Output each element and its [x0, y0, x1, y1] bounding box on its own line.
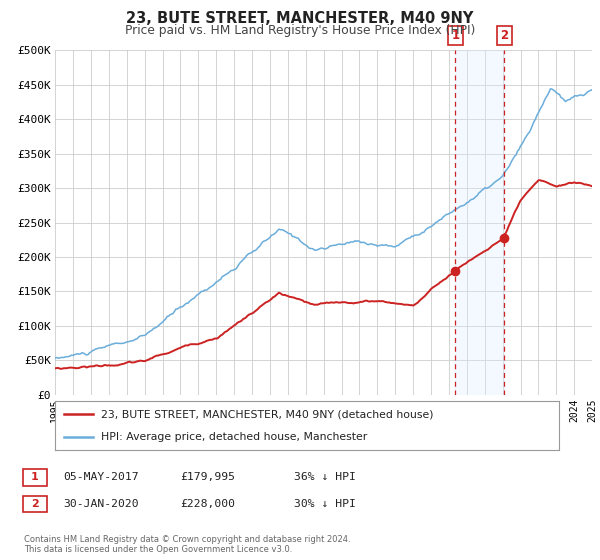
Text: 05-MAY-2017: 05-MAY-2017	[63, 472, 139, 482]
Text: 1: 1	[31, 472, 38, 482]
Text: 2: 2	[31, 499, 38, 509]
Text: Contains HM Land Registry data © Crown copyright and database right 2024.
This d: Contains HM Land Registry data © Crown c…	[24, 535, 350, 554]
Text: 30% ↓ HPI: 30% ↓ HPI	[294, 499, 356, 509]
Text: 23, BUTE STREET, MANCHESTER, M40 9NY (detached house): 23, BUTE STREET, MANCHESTER, M40 9NY (de…	[101, 409, 433, 419]
Text: 2: 2	[500, 29, 508, 42]
Text: HPI: Average price, detached house, Manchester: HPI: Average price, detached house, Manc…	[101, 432, 367, 442]
Text: £179,995: £179,995	[180, 472, 235, 482]
Text: 23, BUTE STREET, MANCHESTER, M40 9NY: 23, BUTE STREET, MANCHESTER, M40 9NY	[127, 11, 473, 26]
Text: 1: 1	[451, 29, 460, 42]
Text: 36% ↓ HPI: 36% ↓ HPI	[294, 472, 356, 482]
Bar	[455, 50, 504, 395]
Text: 30-JAN-2020: 30-JAN-2020	[63, 499, 139, 509]
Text: Price paid vs. HM Land Registry's House Price Index (HPI): Price paid vs. HM Land Registry's House …	[125, 24, 475, 36]
Text: £228,000: £228,000	[180, 499, 235, 509]
